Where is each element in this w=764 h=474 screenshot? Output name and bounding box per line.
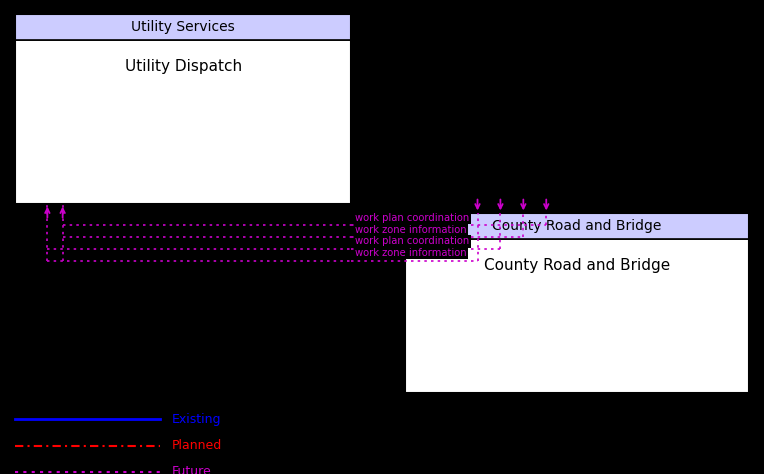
Bar — [405, 239, 749, 393]
Bar — [405, 213, 749, 239]
Text: work zone information: work zone information — [355, 248, 467, 258]
Text: work plan coordination: work plan coordination — [355, 213, 470, 223]
Text: Existing: Existing — [172, 413, 222, 426]
Text: Utility Dispatch: Utility Dispatch — [125, 59, 242, 74]
Text: work plan coordination: work plan coordination — [355, 237, 470, 246]
Bar — [15, 14, 351, 204]
Text: Planned: Planned — [172, 439, 222, 452]
Bar — [15, 14, 351, 40]
Text: County Road and Bridge: County Road and Bridge — [492, 219, 662, 233]
Bar — [15, 40, 351, 204]
Text: County Road and Bridge: County Road and Bridge — [484, 258, 670, 273]
Text: Future: Future — [172, 465, 212, 474]
Text: work zone information: work zone information — [355, 225, 467, 235]
Bar — [405, 213, 749, 393]
Text: Utility Services: Utility Services — [131, 20, 235, 34]
